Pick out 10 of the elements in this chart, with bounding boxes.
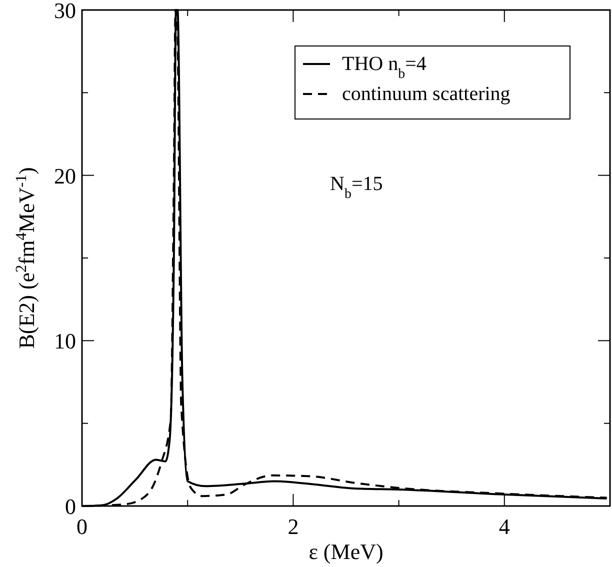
y-tick-label: 0 [65, 494, 76, 519]
x-tick-label: 4 [498, 514, 510, 539]
y-tick-label: 30 [54, 0, 76, 23]
y-tick-label: 10 [54, 328, 76, 354]
y-tick-label: 20 [54, 163, 76, 188]
annotation: N$_{b}$=15 [330, 173, 383, 202]
x-axis-title: ε (MeV) [308, 539, 384, 564]
x-tick-label: 2 [288, 514, 299, 539]
legend-label: continuum scattering [342, 83, 510, 105]
legend-label: THO n$_{b}$=4 [342, 53, 426, 82]
